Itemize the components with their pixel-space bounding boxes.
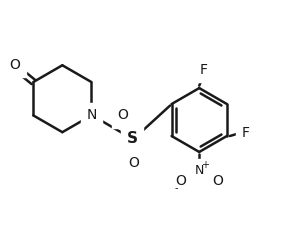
Text: N: N [194,164,204,177]
Text: -: - [174,183,178,193]
Text: O: O [175,174,186,188]
Text: O: O [118,109,128,123]
Text: O: O [10,58,20,72]
Text: N: N [86,109,97,123]
Text: +: + [201,160,209,170]
Text: S: S [127,131,138,146]
Text: F: F [242,126,250,140]
Text: F: F [200,63,208,77]
Text: O: O [212,174,223,188]
Text: O: O [128,156,139,170]
